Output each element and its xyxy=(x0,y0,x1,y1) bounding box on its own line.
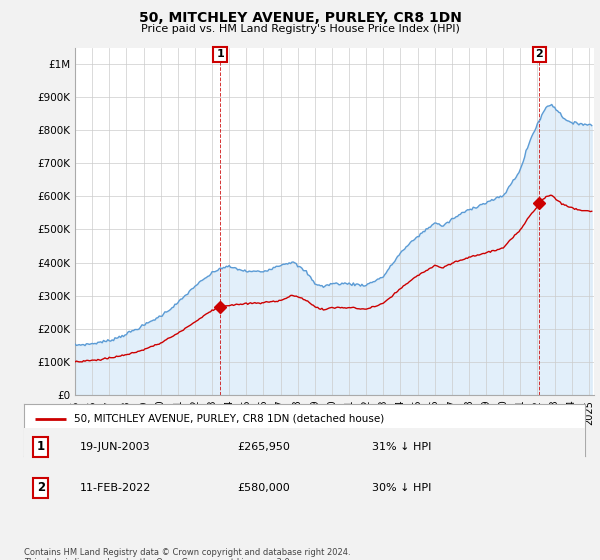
Text: 50, MITCHLEY AVENUE, PURLEY, CR8 1DN (detached house): 50, MITCHLEY AVENUE, PURLEY, CR8 1DN (de… xyxy=(74,414,385,424)
Text: Contains HM Land Registry data © Crown copyright and database right 2024.
This d: Contains HM Land Registry data © Crown c… xyxy=(24,548,350,560)
Text: 11-FEB-2022: 11-FEB-2022 xyxy=(80,483,151,493)
Text: 31% ↓ HPI: 31% ↓ HPI xyxy=(372,442,431,452)
Text: 1: 1 xyxy=(216,49,224,59)
Text: 2: 2 xyxy=(535,49,543,59)
Text: HPI: Average price, detached house, Croydon: HPI: Average price, detached house, Croy… xyxy=(74,437,311,447)
Text: 30% ↓ HPI: 30% ↓ HPI xyxy=(372,483,431,493)
Text: 19-JUN-2003: 19-JUN-2003 xyxy=(80,442,151,452)
Text: Price paid vs. HM Land Registry's House Price Index (HPI): Price paid vs. HM Land Registry's House … xyxy=(140,24,460,34)
Text: 2: 2 xyxy=(37,481,45,494)
Text: £580,000: £580,000 xyxy=(237,483,290,493)
Text: 1: 1 xyxy=(37,440,45,454)
Text: 50, MITCHLEY AVENUE, PURLEY, CR8 1DN: 50, MITCHLEY AVENUE, PURLEY, CR8 1DN xyxy=(139,11,461,25)
Text: £265,950: £265,950 xyxy=(237,442,290,452)
